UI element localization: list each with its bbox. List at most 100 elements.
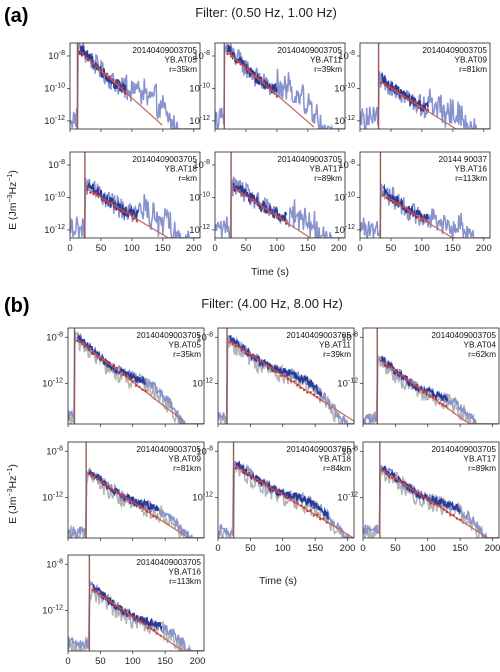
fit-point	[123, 611, 127, 614]
fit-point	[299, 386, 303, 389]
fit-point	[257, 479, 260, 483]
fit-point	[231, 342, 235, 346]
fit-point	[388, 198, 391, 201]
trace-group	[218, 442, 354, 538]
fit-point	[267, 486, 270, 489]
fit-point	[87, 472, 90, 476]
fit-point	[110, 200, 114, 204]
fit-point	[125, 375, 128, 378]
fit-point	[99, 357, 102, 360]
y-tick-label: 10-8	[48, 159, 65, 171]
fit-point	[275, 94, 279, 98]
fit-point	[257, 359, 260, 362]
y-tick-label: 10-10	[189, 191, 210, 203]
station-annotation: YB.AT17	[463, 454, 496, 464]
fit-point	[247, 196, 251, 199]
fit-point	[251, 353, 254, 356]
fit-line	[92, 589, 201, 651]
fit-point	[76, 339, 79, 343]
dark-trace	[78, 45, 127, 95]
fit-point	[392, 86, 396, 90]
station-annotation: r=81km	[459, 64, 487, 74]
axes-frame	[69, 42, 201, 130]
fit-point	[130, 614, 133, 617]
fit-point	[422, 216, 425, 220]
fit-point	[411, 101, 414, 104]
x-tick-label: 50	[95, 656, 106, 667]
fit-point	[234, 344, 238, 348]
subplot-a-0-0: 10-8 10-10 10-12 20140409003705YB.AT05r=35k…	[44, 42, 201, 132]
fit-point	[104, 595, 107, 599]
panel-b-label: (b)	[4, 295, 30, 317]
fit-point	[139, 506, 142, 509]
trace-group	[360, 43, 490, 129]
x-tick-label: 50	[96, 243, 107, 254]
fit-point	[226, 52, 229, 56]
fit-point	[120, 208, 123, 212]
fit-point	[84, 55, 87, 59]
y-tick-label: 10-10	[189, 82, 210, 94]
fit-point	[312, 514, 315, 517]
station-annotation: YB.AT09	[454, 55, 487, 65]
fit-point	[118, 83, 121, 86]
fit-point	[159, 634, 162, 637]
station-annotation: 20140409003705	[277, 154, 342, 164]
fit-point	[280, 491, 283, 494]
fit-line	[383, 193, 466, 238]
axes-frame	[362, 441, 500, 539]
fit-point	[94, 475, 97, 479]
fit-point	[104, 199, 108, 202]
station-annotation: 20140409003705	[132, 45, 197, 55]
fit-point	[93, 64, 97, 67]
dark-trace	[235, 460, 329, 520]
fit-point	[110, 601, 114, 605]
fit-point	[302, 388, 306, 392]
y-tick-label: 10-12	[44, 224, 65, 236]
fit-point	[229, 52, 232, 55]
fit-point	[290, 379, 293, 382]
fit-point	[238, 60, 241, 64]
fit-point	[135, 220, 139, 223]
fit-point	[238, 345, 241, 348]
station-annotation: 20140409003705	[286, 330, 351, 340]
fit-point	[108, 361, 112, 365]
fit-point	[402, 375, 405, 378]
fit-point	[119, 494, 123, 497]
light-trace	[360, 71, 490, 129]
fit-point	[101, 199, 105, 202]
fit-point	[389, 86, 393, 89]
fit-point	[269, 212, 272, 215]
fit-point	[436, 503, 439, 507]
x-tick-label: 100	[414, 243, 430, 254]
fit-point	[134, 384, 138, 387]
fit-line	[78, 50, 163, 126]
fit-point	[144, 389, 147, 392]
light-trace	[68, 580, 204, 651]
fit-point	[425, 390, 428, 393]
fit-point	[387, 474, 391, 478]
station-annotation: r=81km	[173, 463, 201, 473]
fit-point	[235, 61, 238, 64]
fit-point	[244, 68, 248, 71]
fit-point	[423, 496, 426, 499]
fit-point	[426, 498, 429, 501]
fit-point	[101, 596, 104, 599]
fit-point	[99, 68, 103, 71]
fit-point	[86, 185, 89, 189]
fit-point	[98, 193, 101, 197]
fit-line	[380, 360, 486, 424]
fit-point	[107, 485, 110, 488]
fit-point	[275, 216, 279, 219]
fit-point	[412, 384, 415, 387]
fit-point	[117, 605, 120, 608]
fit-point	[277, 489, 280, 493]
fit-point	[87, 58, 90, 62]
axes-frame	[217, 441, 355, 539]
fit-point	[442, 508, 446, 511]
x-tick-label: 50	[241, 243, 252, 254]
fit-point	[309, 509, 312, 512]
fit-point	[266, 211, 269, 214]
fit-point	[102, 74, 106, 77]
